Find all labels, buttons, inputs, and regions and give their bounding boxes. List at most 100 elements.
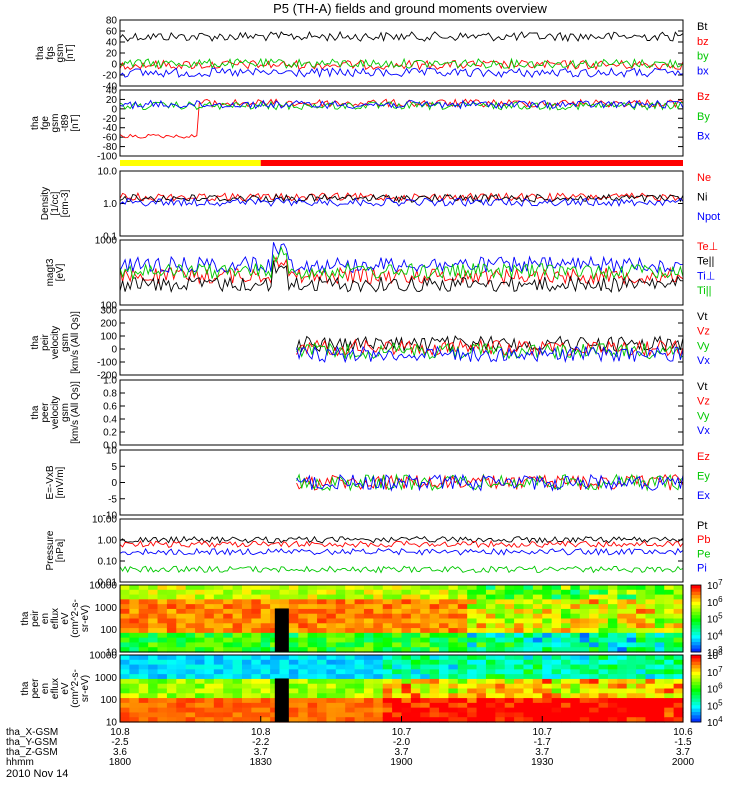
- spectrogram-cell: [157, 698, 168, 704]
- spectrogram-cell: [561, 655, 571, 661]
- spectrogram-cell: [335, 707, 346, 714]
- spectrogram-cell: [495, 683, 506, 690]
- spectrogram-cell: [626, 659, 637, 666]
- spectrogram-cell: [523, 585, 534, 591]
- spectrogram-cell: [476, 669, 487, 675]
- spectrogram-cell: [148, 647, 159, 653]
- spectrogram-cell: [223, 669, 234, 675]
- spectrogram-cell: [232, 585, 243, 591]
- spectrogram-cell: [204, 628, 215, 634]
- spectrogram-cell: [363, 674, 374, 680]
- spectrogram-cell: [561, 678, 571, 685]
- spectrogram-cell: [307, 618, 318, 624]
- spectrogram-cell: [476, 659, 487, 666]
- spectrogram-cell: [129, 664, 140, 670]
- spectrogram-cell: [476, 678, 487, 685]
- spectrogram-cell: [298, 647, 309, 653]
- spectrogram-cell: [532, 688, 543, 694]
- spectrogram-cell: [298, 717, 309, 723]
- spectrogram-cell: [288, 655, 299, 661]
- spectrogram-cell: [495, 589, 506, 596]
- colorbar-cell: [691, 678, 701, 683]
- spectrogram-cell: [448, 599, 459, 605]
- spectrogram-cell: [561, 707, 571, 714]
- spectrogram-cell: [654, 599, 665, 605]
- spectrogram-cell: [288, 693, 299, 699]
- spectrogram-cell: [448, 628, 459, 634]
- spectrogram-cell: [645, 647, 656, 653]
- spectrogram-cell: [326, 698, 337, 704]
- spectrogram-cell: [373, 659, 384, 666]
- spectrogram-cell: [636, 594, 647, 600]
- spectrogram-cell: [551, 637, 562, 644]
- spectrogram-cell: [401, 655, 412, 661]
- spectrogram-cell: [504, 678, 515, 685]
- spectrogram-cell: [138, 717, 149, 723]
- spectrogram-cell: [120, 669, 130, 675]
- spectrogram-cell: [354, 655, 365, 661]
- spectrogram-cell: [617, 623, 628, 629]
- spectrogram-cell: [232, 664, 243, 670]
- spectrogram-cell: [589, 683, 600, 690]
- spectrogram-cell: [251, 655, 262, 661]
- spectrogram-cell: [645, 688, 656, 694]
- spectrogram-cell: [570, 674, 581, 680]
- ytick-label: -5: [108, 494, 117, 505]
- spectrogram-cell: [157, 659, 168, 666]
- spectrogram-cell: [270, 655, 281, 661]
- spectrogram-cell: [467, 674, 478, 680]
- spectrogram-cell: [523, 717, 534, 723]
- spectrogram-cell: [448, 712, 459, 718]
- spectrogram-cell: [523, 604, 534, 610]
- spectrogram-cell: [485, 664, 496, 670]
- spectrogram-cell: [148, 674, 159, 680]
- panel-ylabel: E=-VxB [mV/m]: [45, 465, 66, 500]
- spectrogram-cell: [260, 637, 271, 644]
- ylabel-line: gsm: [60, 403, 71, 422]
- spectrogram-cell: [673, 628, 684, 634]
- spectrogram-cell: [429, 698, 440, 704]
- spectrogram-cell: [382, 642, 393, 648]
- spectrogram-cell: [457, 702, 468, 709]
- spectrogram-cell: [185, 659, 196, 666]
- spectrogram-cell: [335, 683, 346, 690]
- spectrogram-cell: [241, 628, 252, 634]
- spectrogram-cell: [598, 618, 609, 624]
- series-line: [119, 193, 684, 204]
- spectrogram-cell: [429, 688, 440, 694]
- spectrogram-cell: [279, 589, 290, 596]
- ytick-label: -80: [103, 142, 118, 153]
- spectrogram-cell: [120, 707, 130, 714]
- spectrogram-cell: [382, 659, 393, 666]
- spectrogram-cell: [645, 712, 656, 718]
- spectrogram-cell: [420, 618, 431, 624]
- spectrogram-cell: [598, 717, 609, 723]
- spectrogram-cell: [673, 608, 684, 615]
- spectrogram-cell: [241, 659, 252, 666]
- spectrogram-cell: [551, 599, 562, 605]
- spectrogram-cell: [523, 674, 534, 680]
- spectrogram-cell: [439, 647, 450, 653]
- ytick-label: 10.00: [92, 515, 117, 526]
- legend-item: Pb: [697, 534, 710, 546]
- spectrogram-cell: [270, 594, 281, 600]
- spectrogram-cell: [298, 628, 309, 634]
- spectrogram-cell: [561, 623, 571, 629]
- legend-item: Pt: [697, 520, 707, 532]
- spectrogram-cell: [317, 688, 328, 694]
- spectrogram-cell: [298, 655, 309, 661]
- ytick-label: 40: [106, 38, 118, 49]
- colorbar-label: 105: [707, 612, 723, 626]
- spectrogram-cell: [495, 712, 506, 718]
- spectrogram-cell: [354, 594, 365, 600]
- spectrogram-cell: [654, 678, 665, 685]
- panel-frame: [119, 379, 684, 446]
- series-line: [119, 100, 684, 111]
- spectrogram-cell: [335, 589, 346, 596]
- spectrogram-cell: [495, 702, 506, 709]
- series-line: [296, 473, 684, 492]
- spectrogram-cell: [645, 608, 656, 615]
- spectrogram-cell: [495, 693, 506, 699]
- spectrogram-cell: [251, 604, 262, 610]
